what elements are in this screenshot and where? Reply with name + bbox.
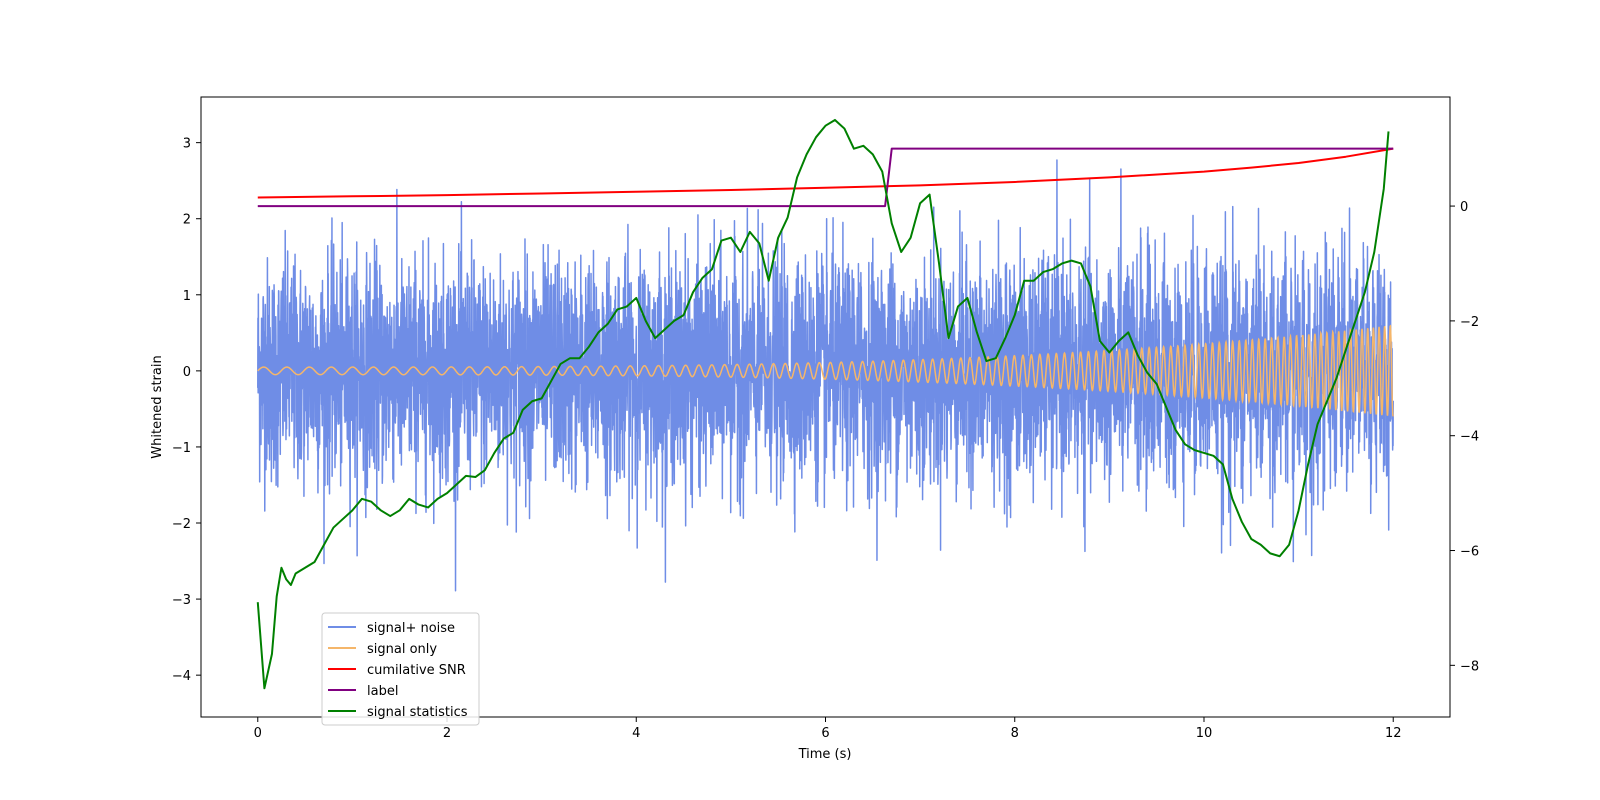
series-label <box>257 147 1394 208</box>
y2-tick-label: −6 <box>1460 545 1479 560</box>
series-signal-statistics <box>256 118 1390 690</box>
x-tick-label: 4 <box>632 726 640 741</box>
x-tick-label: 12 <box>1385 726 1402 741</box>
y-axis-label: Whitened strain <box>150 355 165 458</box>
y2-tick-label: −8 <box>1460 659 1479 674</box>
series-cumilative-snr <box>257 147 1394 199</box>
x-tick-label: 0 <box>254 726 262 741</box>
legend: signal+ noise signal only cumilative SNR… <box>321 612 480 726</box>
x-tick-label: 2 <box>443 726 451 741</box>
y-tick-label: −3 <box>172 593 191 608</box>
legend-label-signal-noise: signal+ noise <box>367 621 455 636</box>
y-tick-label: −2 <box>172 517 191 532</box>
y-tick-label: 0 <box>183 365 191 380</box>
legend-label-snr: cumilative SNR <box>367 663 466 678</box>
y2-tick-label: −4 <box>1460 430 1479 445</box>
x-tick-label: 6 <box>821 726 829 741</box>
legend-box <box>321 612 480 726</box>
y-tick-label: 2 <box>183 213 191 228</box>
y-tick-label: 3 <box>183 137 191 152</box>
y-tick-label: −1 <box>172 441 191 456</box>
y-tick-label: −4 <box>172 669 191 684</box>
series-signal-only <box>257 324 1394 417</box>
x-axis-label: Time (s) <box>798 747 852 762</box>
y-tick-label: 1 <box>183 289 191 304</box>
x-tick-label: 8 <box>1011 726 1019 741</box>
legend-label-label: label <box>367 684 398 699</box>
series-signal-noise <box>257 159 1394 592</box>
x-tick-label: 10 <box>1196 726 1213 741</box>
legend-label-statistics: signal statistics <box>367 705 468 720</box>
series-layer <box>256 118 1394 690</box>
y2-tick-label: −2 <box>1460 315 1479 330</box>
y2-tick-label: 0 <box>1460 200 1468 215</box>
legend-label-signal-only: signal only <box>367 642 437 657</box>
